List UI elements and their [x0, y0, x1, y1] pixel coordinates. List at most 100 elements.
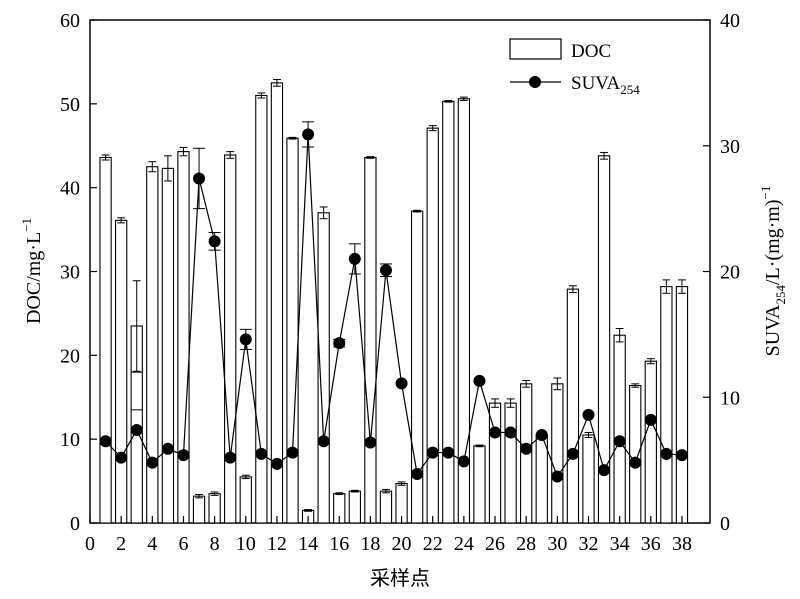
suva-point [115, 451, 128, 464]
doc-bar [379, 490, 393, 524]
suva-point [426, 446, 439, 459]
doc-bar [192, 495, 206, 524]
suva-point [489, 426, 502, 439]
suva-point [146, 456, 159, 469]
suva-point [333, 337, 346, 350]
suva-point [395, 377, 408, 390]
suva-point [520, 442, 533, 455]
doc-bar [177, 151, 190, 524]
x-tick-label: 2 [116, 533, 126, 555]
right-axis-title: SUVA254/L·(mg·m)−1 [758, 186, 788, 357]
doc-bar [426, 127, 439, 524]
suva-point [317, 435, 330, 448]
left-y-tick-label: 50 [60, 94, 80, 116]
x-tick-label: 38 [672, 533, 692, 555]
doc-bar [161, 167, 175, 524]
left-axis-title: DOC/mg·L−1 [19, 218, 45, 324]
x-tick-label: 4 [147, 533, 157, 555]
doc-bar [442, 100, 455, 524]
x-axis-title: 采样点 [370, 567, 430, 590]
doc-bar [535, 434, 548, 524]
doc-bar [613, 334, 626, 524]
doc-bar [551, 383, 564, 524]
suva-point [582, 408, 595, 421]
suva-point [286, 446, 299, 459]
x-tick-label: 22 [423, 533, 443, 555]
suva-point [675, 449, 688, 462]
suva-point [379, 264, 392, 277]
doc-bar [224, 154, 237, 524]
left-y-tick-label: 40 [60, 178, 80, 200]
suva-point [598, 464, 611, 477]
left-y-tick-label: 60 [60, 10, 80, 32]
doc-bar [582, 434, 595, 524]
suva-point [535, 428, 548, 441]
right-y-tick-label: 30 [720, 136, 740, 158]
x-tick-label: 18 [360, 533, 380, 555]
suva-point [551, 470, 564, 483]
x-tick-label: 24 [454, 533, 474, 555]
suva-point [224, 451, 237, 464]
suva-point [613, 435, 626, 448]
doc-bar [566, 288, 580, 524]
legend-doc-swatch [509, 38, 562, 60]
right-y-tick-label: 10 [720, 387, 740, 409]
suva-line-path [105, 134, 683, 478]
suva-point [130, 423, 143, 436]
x-tick-label: 30 [547, 533, 567, 555]
doc-bar [675, 286, 689, 524]
doc-bar [99, 156, 112, 524]
suva-point [442, 446, 455, 459]
suva-point [270, 457, 283, 470]
doc-bar [504, 402, 517, 524]
doc-bar [348, 490, 361, 524]
suva-point [99, 435, 112, 448]
x-tick-label: 10 [236, 533, 256, 555]
x-tick-label: 12 [267, 533, 287, 555]
doc-bar [629, 384, 642, 524]
doc-bar [364, 156, 377, 524]
x-tick-label: 8 [210, 533, 220, 555]
suva-point [644, 413, 657, 426]
suva-point [193, 172, 206, 185]
x-tick-label: 26 [485, 533, 505, 555]
right-y-tick-label: 20 [720, 262, 740, 284]
suva-point [348, 252, 361, 265]
left-y-tick-label: 0 [70, 513, 80, 535]
legend-suva-label: SUVA254 [571, 73, 640, 97]
legend-suva-marker [529, 76, 541, 88]
doc-bar [644, 360, 657, 524]
doc-bar [660, 286, 673, 524]
suva-point [177, 449, 190, 462]
right-y-tick-label: 40 [720, 10, 740, 32]
right-y-tick-label: 0 [720, 513, 730, 535]
left-y-tick-label: 10 [60, 429, 80, 451]
x-tick-label: 20 [392, 533, 412, 555]
doc-bar [473, 445, 486, 524]
left-y-tick-label: 20 [60, 345, 80, 367]
suva-point [660, 447, 673, 460]
left-y-tick-label: 30 [60, 262, 80, 284]
suva-point [161, 442, 174, 455]
x-tick-label: 6 [178, 533, 188, 555]
legend-doc-label: DOC [571, 41, 611, 62]
doc-bars [99, 79, 689, 524]
suva-line [99, 121, 688, 483]
x-tick-label: 34 [610, 533, 630, 555]
x-tick-label: 32 [578, 533, 598, 555]
suva-point [239, 333, 252, 346]
suva-point [255, 447, 268, 460]
suva-point [457, 455, 470, 468]
x-tick-label: 14 [298, 533, 318, 555]
legend: DOC SUVA254 [509, 38, 640, 97]
doc-bar [114, 219, 128, 524]
x-tick-label: 36 [641, 533, 661, 555]
suva-point [473, 374, 486, 387]
suva-point [411, 467, 424, 480]
doc-bar [270, 82, 284, 524]
suva-point [566, 447, 579, 460]
x-tick-label: 0 [85, 533, 95, 555]
suva-point [629, 456, 642, 469]
suva-point [302, 128, 315, 141]
